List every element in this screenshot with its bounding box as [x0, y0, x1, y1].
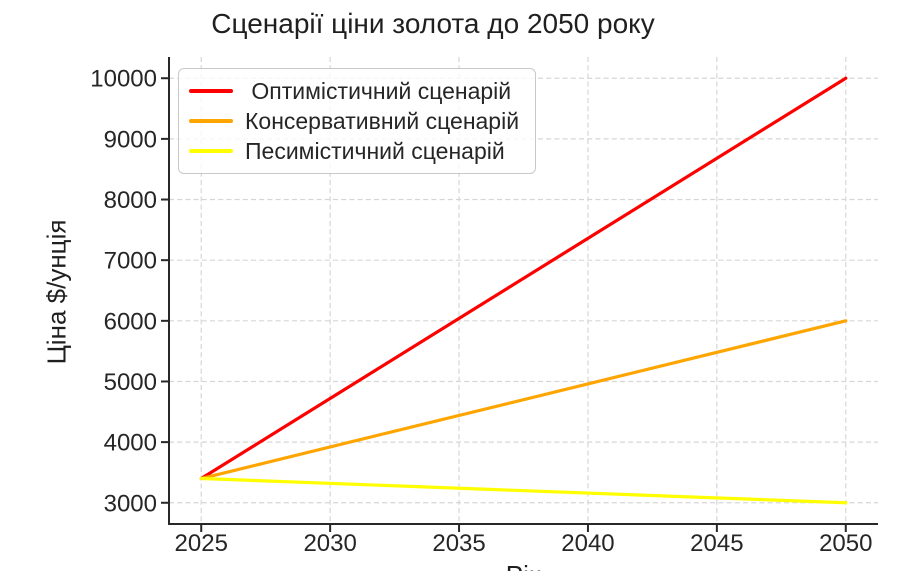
x-tick-label: 2035 [432, 530, 485, 557]
y-tick-label: 5000 [104, 369, 157, 396]
x-tick-label: 2050 [819, 530, 872, 557]
legend-item: Оптимістичний сценарій [189, 76, 519, 106]
x-tick-label: 2025 [175, 530, 228, 557]
y-tick-label: 8000 [104, 187, 157, 214]
series-line-песимістичний [199, 476, 848, 505]
y-tick-label: 10000 [90, 66, 157, 93]
legend-swatch [189, 119, 233, 123]
chart-title: Сценарії ціни золота до 2050 року [211, 8, 655, 39]
legend-swatch [189, 89, 233, 93]
x-axis-label: Рік [506, 560, 541, 571]
y-tick-label: 9000 [104, 126, 157, 153]
legend-swatch [189, 149, 233, 153]
x-tick-label: 2045 [690, 530, 743, 557]
x-tick-label: 2030 [303, 530, 356, 557]
y-tick-label: 4000 [104, 430, 157, 457]
legend: Оптимістичний сценарій Консервативний сце… [178, 68, 537, 174]
y-tick-label: 7000 [104, 248, 157, 275]
legend-label: Песимістичний сценарій [245, 137, 505, 164]
y-tick-label: 3000 [104, 490, 157, 517]
series-line-оптимістичний [199, 76, 848, 481]
legend-item: Песимістичний сценарій [189, 136, 519, 166]
legend-label: Консервативний сценарій [245, 107, 520, 134]
legend-item: Консервативний сценарій [189, 106, 519, 136]
legend-label: Оптимістичний сценарій [245, 77, 512, 104]
y-tick-label: 6000 [104, 308, 157, 335]
x-tick-label: 2040 [561, 530, 614, 557]
series-line-консервативний [199, 319, 848, 481]
